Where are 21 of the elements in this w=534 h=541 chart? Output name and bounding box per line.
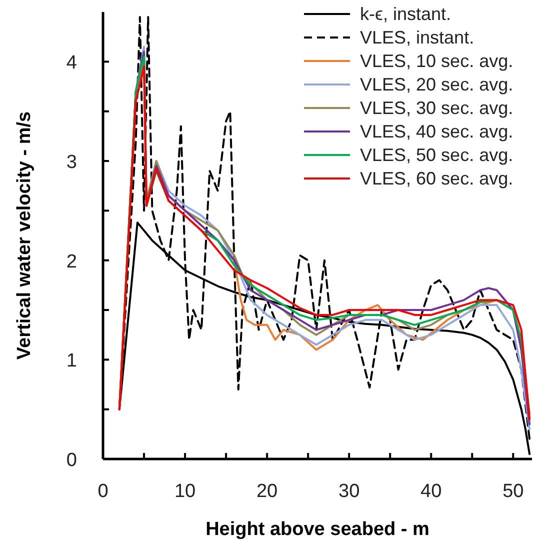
legend-label: VLES, 10 sec. avg.: [360, 51, 514, 71]
y-tick-label: 4: [66, 52, 78, 74]
x-tick-label: 30: [338, 481, 360, 502]
y-axis-title: Vertical water velocity - m/s: [14, 111, 35, 360]
legend-label: VLES, 30 sec. avg.: [360, 98, 514, 118]
x-axis-title: Height above seabed - m: [206, 519, 430, 540]
y-tick-label: 3: [66, 152, 77, 173]
legend-label: VLES, 50 sec. avg.: [360, 145, 514, 165]
y-tick-label: 1: [66, 350, 77, 372]
y-tick-label: 2: [66, 251, 77, 272]
legend-label: VLES, 60 sec. avg.: [360, 168, 514, 188]
x-tick-label: 10: [174, 481, 196, 502]
legend-label: k-ϵ, instant.: [360, 4, 451, 24]
x-tick-label: 20: [256, 481, 278, 502]
legend-label: VLES, 20 sec. avg.: [360, 74, 514, 94]
y-tick-label: 0: [66, 450, 77, 471]
x-tick-label: 50: [502, 481, 524, 502]
x-tick-label: 40: [420, 481, 442, 502]
legend-label: VLES, 40 sec. avg.: [360, 122, 514, 142]
legend-label: VLES, instant.: [360, 28, 474, 48]
x-tick-label: 0: [98, 481, 108, 502]
